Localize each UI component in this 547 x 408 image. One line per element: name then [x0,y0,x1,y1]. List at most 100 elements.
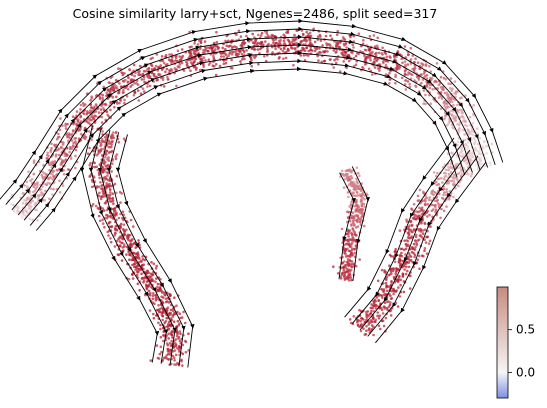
cell-point [488,161,492,164]
cell-point [25,209,28,213]
cell-point [333,58,336,62]
cell-point [55,153,58,156]
cell-point [274,41,278,45]
cell-point [126,88,130,91]
cell-point [396,305,400,308]
cell-point [211,64,215,67]
cell-point [96,206,100,210]
cell-point [417,254,421,258]
cell-point [434,79,437,83]
cell-point [447,196,451,199]
cell-point [305,46,309,49]
cell-point [103,195,106,198]
cell-point [171,315,175,318]
cell-point [423,199,426,202]
cell-point [136,282,140,286]
cell-point [90,185,94,189]
cell-point [117,67,120,70]
cell-point [115,211,118,215]
cell-point [406,239,410,243]
cell-point [102,192,105,195]
cell-point [409,228,413,232]
cell-scatter [7,27,494,367]
cell-point [415,261,419,265]
cell-point [319,39,323,42]
cell-point [109,237,112,240]
cell-point [352,215,356,218]
cell-point [436,202,440,205]
cell-point [431,88,434,91]
cell-point [437,182,441,186]
cell-point [365,325,368,328]
cell-point [362,318,365,321]
cell-point [266,46,269,50]
cell-point [96,168,100,172]
cell-point [157,73,161,77]
cell-point [414,57,417,60]
cell-point [169,308,173,312]
cell-point [309,48,313,51]
cell-point [350,224,353,227]
cell-point [120,259,124,262]
cell-point [461,120,465,123]
cell-point [350,252,353,255]
cell-point [323,49,327,53]
cell-point [162,291,166,294]
cell-point [137,239,140,242]
cell-point [414,233,418,237]
cell-point [210,47,214,51]
cell-point [372,325,375,329]
cell-point [363,63,367,66]
cell-point [407,256,410,259]
cell-point [348,245,352,248]
cell-point [473,148,477,151]
cell-point [174,344,178,348]
cell-point [381,288,384,291]
cell-point [250,65,254,68]
cell-point [138,73,142,76]
cell-point [459,97,462,100]
cell-point [427,242,431,245]
cell-point [159,327,162,331]
cell-point [260,41,264,44]
cell-point [121,246,124,249]
cell-point [441,188,445,191]
cell-point [350,249,354,252]
cell-point [254,39,258,43]
cell-point [381,46,384,50]
cell-point [69,157,73,160]
cell-point [28,217,32,221]
cell-point [25,180,29,184]
cell-point [385,285,389,288]
cell-point [158,310,162,314]
cell-point [457,184,460,188]
cell-point [86,152,90,155]
cell-point [358,174,361,178]
cell-point [329,58,332,61]
cell-point [64,158,68,161]
cell-point [147,289,151,293]
cell-point [450,100,454,104]
cell-point [110,170,113,173]
cell-point [142,90,146,93]
cell-point [360,208,364,211]
cell-point [396,278,399,282]
cell-point [193,52,197,56]
cell-point [335,33,339,37]
cell-point [176,65,180,68]
cell-point [178,330,182,333]
cell-point [155,295,158,299]
cell-point [440,207,443,211]
cell-point [441,88,444,91]
cell-point [178,55,181,58]
cell-point [352,315,356,318]
cell-point [452,114,456,118]
cell-point [347,274,350,277]
cell-point [351,51,354,55]
cell-point [350,321,353,325]
cell-point [104,176,107,179]
cell-point [203,40,207,43]
cell-point [101,222,105,225]
cell-point [469,152,473,155]
cell-point [147,67,150,70]
